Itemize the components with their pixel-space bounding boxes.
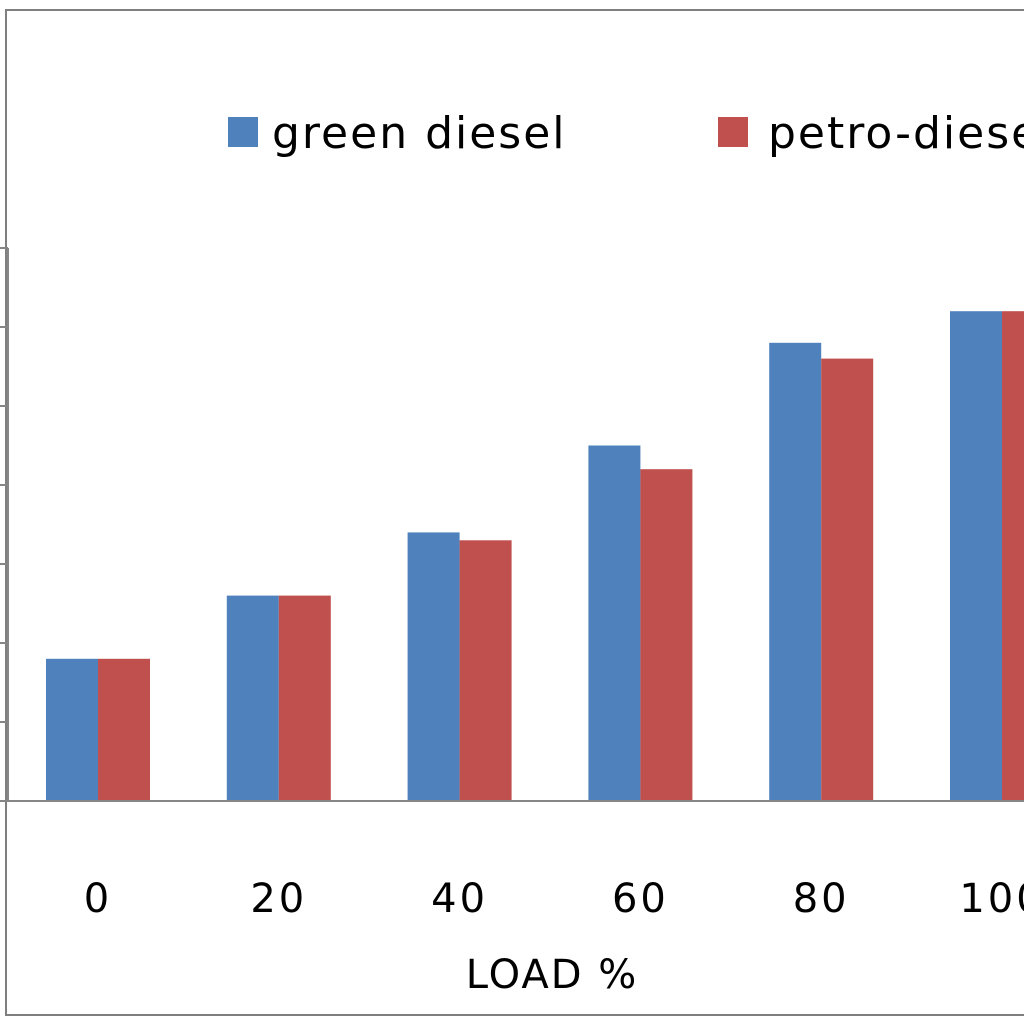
legend-label-green-diesel: green diesel (272, 108, 567, 159)
legend: green diesel petro-diesel (228, 108, 1024, 159)
legend-swatch-green-diesel (228, 117, 258, 147)
x-tick-label: 80 (793, 876, 850, 922)
bars (46, 311, 1024, 801)
bar-petro-diesel-0 (98, 658, 150, 801)
bar-petro-diesel-40 (459, 540, 512, 801)
bar-petro-diesel-100 (1002, 311, 1024, 801)
bar-green-diesel-60 (588, 445, 641, 801)
x-axis-tick-labels: 0 20 40 60 80 100 (84, 876, 1024, 922)
bar-petro-diesel-80 (821, 358, 874, 801)
legend-entry-green-diesel: green diesel (228, 108, 567, 159)
bar-petro-diesel-60 (640, 469, 693, 801)
bar-green-diesel-100 (950, 311, 1002, 801)
bar-green-diesel-0 (46, 658, 98, 801)
bar-green-diesel-20 (226, 595, 279, 801)
x-axis-title: LOAD % (466, 952, 639, 998)
bar-green-diesel-40 (407, 532, 460, 801)
x-tick-label: 40 (431, 876, 488, 922)
x-tick-label: 60 (612, 876, 669, 922)
legend-swatch-petro-diesel (718, 117, 748, 147)
bar-petro-diesel-20 (278, 595, 331, 801)
x-tick-label: 100 (959, 876, 1024, 922)
bar-green-diesel-80 (769, 342, 822, 801)
x-tick-label: 0 (84, 876, 112, 922)
legend-label-petro-diesel: petro-diesel (768, 108, 1024, 159)
chart-border (5, 9, 1024, 1016)
y-axis-ticks (0, 247, 8, 802)
legend-entry-petro-diesel: petro-diesel (718, 108, 1024, 159)
x-tick-label: 20 (250, 876, 307, 922)
